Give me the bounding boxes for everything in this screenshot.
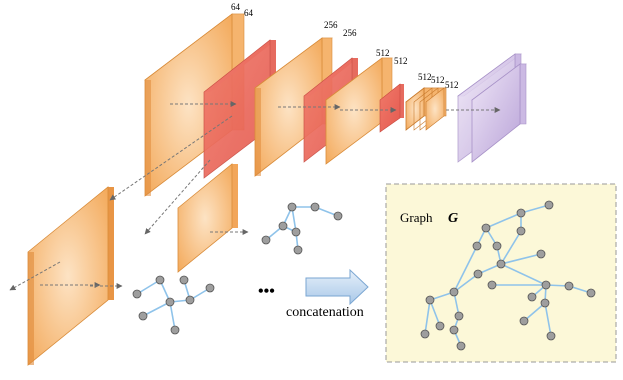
graph-title: Graph [400, 210, 433, 225]
flow-arrows [9, 101, 501, 291]
graph-small-1 [261, 202, 343, 255]
layer-label-6: 512 [394, 56, 408, 66]
ellipsis: ••• [258, 283, 275, 300]
pool-block-3 [379, 83, 404, 133]
layer-label-7: 512 [418, 72, 432, 82]
layer-label-9: 512 [445, 80, 459, 90]
layer-label-4: 256 [343, 28, 357, 38]
layer-label-8: 512 [431, 75, 445, 85]
input-slab [27, 186, 114, 366]
layer-label-2: 64 [244, 8, 254, 18]
layer-label-5: 512 [376, 48, 390, 58]
feature-slab-middle [177, 163, 238, 273]
fc-block [457, 53, 527, 163]
conv-block-4 [405, 87, 447, 131]
graph-small-2 [132, 275, 215, 335]
graph-g [420, 200, 596, 351]
concat-arrow [305, 268, 369, 306]
layer-label-3: 256 [324, 20, 338, 30]
layer-label-1: 64 [231, 2, 241, 12]
layer-labels: 64 64 256 256 512 512 512 512 512 [231, 2, 459, 90]
concat-label: concatenation [286, 305, 364, 320]
graph-symbol: G [448, 211, 458, 226]
